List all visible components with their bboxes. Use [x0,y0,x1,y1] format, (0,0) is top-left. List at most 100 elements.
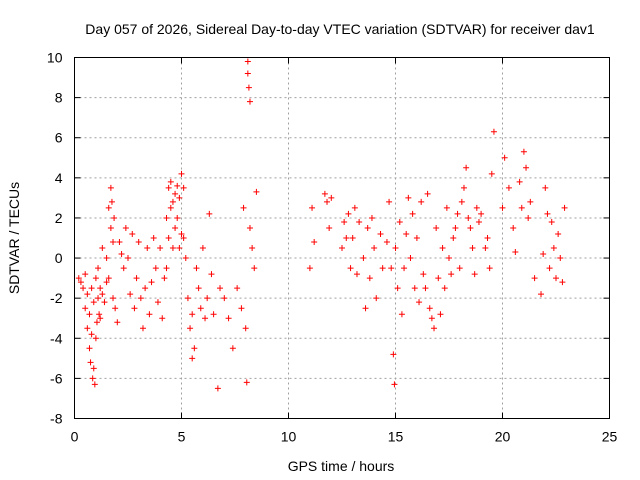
data-point [184,295,191,302]
data-point [356,218,363,225]
data-point [396,218,403,225]
data-point [441,285,448,292]
data-point [527,198,534,205]
data-point [214,385,221,392]
data-point [428,315,435,322]
data-point [373,295,380,302]
data-point [84,291,91,298]
data-point [122,224,129,231]
data-point [92,275,99,282]
x-tick-label: 15 [388,429,404,445]
data-point [246,224,253,231]
data-point [345,210,352,217]
data-point [77,279,84,286]
data-point [471,271,478,278]
data-point [244,70,251,77]
data-point [482,245,489,252]
data-point [386,198,393,205]
data-point [88,331,95,338]
y-tick-label: 0 [55,250,63,266]
data-point [182,255,189,262]
data-point [217,285,224,292]
data-point [371,245,378,252]
data-point [407,255,414,262]
x-tick-label: 0 [71,429,79,445]
data-point [416,299,423,306]
data-point [90,299,97,306]
data-point [180,184,187,191]
data-point [229,345,236,352]
data-point [99,245,106,252]
data-point [180,235,187,241]
data-point [131,305,138,312]
data-point [458,198,465,205]
data-point [101,299,108,306]
y-tick-label: -4 [50,330,63,346]
data-point [187,325,194,332]
data-point [431,325,438,332]
data-point [475,218,482,225]
data-point [448,271,455,278]
data-point [452,224,459,231]
data-point [152,265,159,272]
tick-labels: 0 5 10 15 20 25 -8 -6 -4 -2 0 2 4 6 8 10 [47,50,618,445]
data-point [107,184,114,191]
data-point [411,285,418,292]
data-point [133,275,140,282]
data-point [107,224,114,231]
x-tick-label: 10 [281,429,297,445]
data-point [161,275,168,282]
data-point [86,311,93,318]
data-point [251,265,258,272]
data-point [167,178,174,185]
data-point [550,245,557,252]
data-point [116,239,123,246]
data-point [193,265,200,272]
data-point [172,190,179,197]
data-point [553,275,559,282]
data-point [326,224,333,231]
data-point [383,239,390,246]
data-point [91,381,98,388]
data-point [206,210,213,217]
data-point [450,235,457,241]
data-point [127,291,134,298]
data-point [178,230,185,237]
data-point [82,271,89,278]
data-point [157,245,164,252]
data-point [105,204,112,211]
data-point [341,218,348,225]
x-tick-label: 5 [178,429,186,445]
x-tick-label: 25 [602,429,618,445]
data-point [174,214,181,221]
data-point [309,204,316,211]
data-point [433,224,440,231]
data-point [112,305,119,312]
data-point [97,315,104,322]
data-point [456,265,463,272]
data-point [245,84,252,91]
data-point [167,204,174,211]
data-point [460,184,467,191]
data-point [99,291,106,298]
data-point [349,235,356,241]
data-point [531,275,538,282]
data-point [347,265,354,272]
data-point [401,265,408,272]
data-point [546,265,553,272]
data-point [488,170,495,177]
data-point [467,224,474,231]
data-point [165,235,172,241]
data-point [142,285,149,292]
data-point [118,251,125,258]
data-point [139,325,146,332]
data-point [178,170,185,177]
data-point [413,235,420,241]
data-point [405,194,412,201]
data-point [324,198,331,205]
data-point [82,305,89,312]
y-tick-label: -2 [50,290,63,306]
data-point [189,311,196,318]
data-point [96,311,103,318]
data-point [174,182,181,189]
